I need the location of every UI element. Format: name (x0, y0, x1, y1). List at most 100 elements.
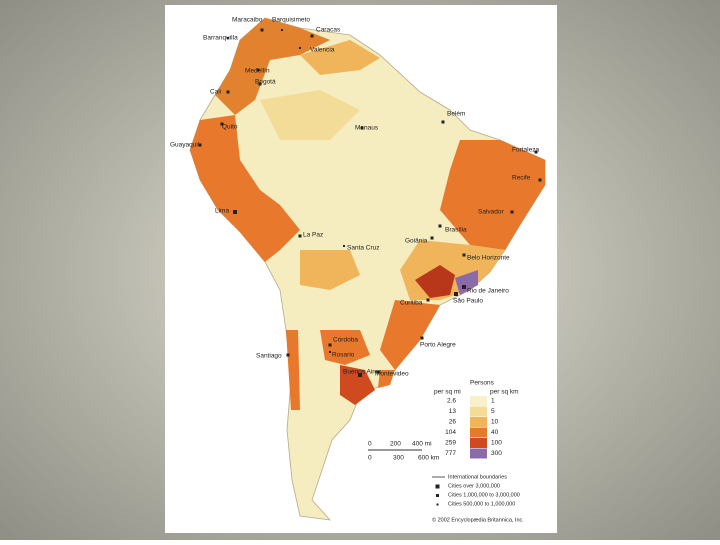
scale-label: 0 (368, 441, 372, 448)
city-label: Goiânia (405, 238, 428, 245)
city-label: Maracaibo (232, 17, 263, 24)
key: International boundaries Cities over 3,00… (432, 474, 520, 507)
city-marker (329, 351, 331, 353)
city-marker (376, 370, 380, 374)
scale-label: 300 (393, 455, 404, 462)
city-label: Santa Cruz (347, 245, 380, 252)
cities: Maracaibo Barquisimeto Caracas Barranquilla… (170, 17, 542, 378)
key-marker (436, 494, 439, 497)
city-marker (328, 343, 332, 347)
scale-bar: 0 200 400 mi 0 300 600 km (368, 441, 439, 462)
city-label: Buenos Aires (343, 369, 382, 376)
region (260, 90, 360, 140)
key-marker (436, 503, 439, 506)
legend-value: 104 (445, 429, 456, 436)
legend-value: 26 (449, 419, 457, 426)
city-marker (360, 126, 364, 130)
region (380, 300, 440, 370)
city-label: Porto Alegre (420, 342, 456, 349)
city-marker (281, 29, 283, 31)
city-label: Curitiba (400, 300, 423, 307)
city-marker (227, 37, 229, 39)
city-label: Medellín (245, 68, 270, 75)
region (286, 330, 300, 410)
city-label: Caracas (316, 27, 341, 34)
city-label: São Paulo (453, 298, 483, 305)
city-marker (534, 150, 538, 154)
city-label: La Paz (303, 232, 323, 239)
region (440, 140, 545, 250)
legend-swatch (470, 427, 487, 438)
legend-value: 300 (491, 450, 502, 457)
legend-unit: per sq mi (434, 389, 461, 396)
region (320, 330, 370, 365)
city-label: Guayaquil (170, 142, 200, 149)
legend-value: 13 (449, 408, 457, 415)
city-marker (438, 224, 442, 228)
city-marker (299, 47, 301, 49)
city-marker (220, 122, 224, 126)
legend-value: 5 (491, 408, 495, 415)
city-marker (226, 90, 230, 94)
city-marker (286, 353, 290, 357)
legend-unit: per sq km (490, 389, 519, 396)
legend-swatch (470, 396, 487, 406)
city-marker (454, 292, 458, 296)
city-label: Salvador (478, 209, 504, 216)
city-label: Rio de Janeiro (467, 288, 509, 295)
city-label: Cali (210, 89, 221, 96)
region (190, 115, 300, 262)
legend-value: 10 (491, 419, 499, 426)
city-marker (420, 336, 424, 340)
city-label: Fortaleza (512, 147, 539, 154)
city-label: Barquisimeto (272, 17, 310, 24)
region (300, 40, 380, 75)
scale-label: 600 km (418, 455, 439, 462)
city-marker (441, 120, 445, 124)
key-label: Cities over 3,000,000 (448, 483, 500, 489)
city-marker (358, 373, 362, 377)
city-label: Bogotá (255, 79, 276, 86)
legend-swatch (470, 406, 487, 417)
city-marker (310, 34, 314, 38)
legend-swatch (470, 417, 487, 427)
region (378, 370, 395, 388)
legend-value: 777 (445, 450, 456, 457)
city-label: Córdoba (333, 337, 358, 344)
city-label: Quito (222, 124, 238, 131)
region (215, 18, 330, 115)
city-marker (258, 82, 262, 86)
city-marker (298, 234, 302, 238)
city-label: Santiago (256, 353, 282, 360)
legend-swatch (470, 448, 487, 459)
city-marker (426, 298, 430, 302)
region (300, 250, 360, 290)
legend-value: 100 (491, 440, 502, 447)
legend-value: 259 (445, 440, 456, 447)
city-label: Lima (215, 208, 229, 215)
city-marker (256, 68, 260, 72)
city-label: Barranquilla (203, 35, 238, 42)
city-marker (198, 143, 202, 147)
legend-value: 40 (491, 429, 499, 436)
legend-value: 2.6 (447, 398, 456, 405)
legend-swatch (470, 438, 487, 448)
city-label: Belém (447, 111, 465, 118)
city-label: Rosario (332, 352, 355, 359)
city-marker (462, 285, 466, 289)
scale-label: 0 (368, 455, 372, 462)
key-label: Cities 500,000 to 1,000,000 (448, 501, 515, 507)
city-label: Manaus (355, 125, 379, 132)
map (189, 17, 546, 521)
region (415, 265, 455, 298)
city-label: Recife (512, 175, 531, 182)
credit: © 2002 Encyclopædia Britannica, Inc. (432, 516, 524, 523)
key-label: International boundaries (448, 474, 507, 480)
city-label: Montevideo (375, 371, 409, 378)
key-marker (435, 484, 440, 489)
scale-label: 200 (390, 441, 401, 448)
city-label: Brasília (445, 227, 467, 234)
region (455, 270, 478, 295)
